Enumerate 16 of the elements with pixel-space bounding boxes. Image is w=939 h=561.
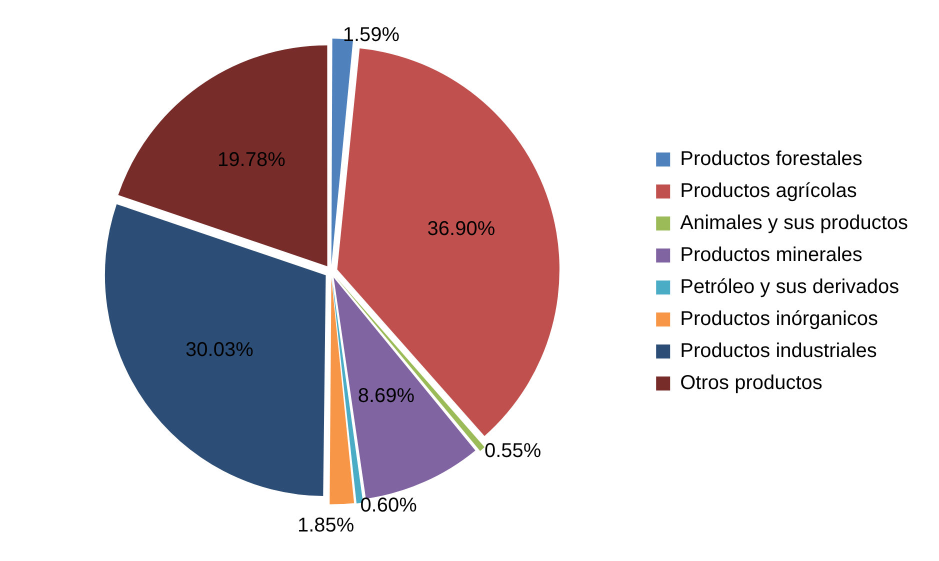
data-label: 36.90%: [427, 218, 496, 240]
data-label: 1.85%: [297, 514, 354, 536]
legend-label: Productos minerales: [680, 244, 862, 266]
data-label: 30.03%: [186, 338, 254, 361]
legend-label: Productos agrícolas: [680, 180, 857, 202]
data-label: 19.78%: [218, 148, 286, 171]
data-label: 0.55%: [484, 440, 542, 462]
legend-label: Otros productos: [680, 372, 822, 394]
legend-label: Animales y sus productos: [680, 212, 908, 234]
legend-label: Productos forestales: [680, 148, 862, 170]
data-label: 1.59%: [342, 24, 400, 46]
legend-label: Productos industriales: [680, 340, 877, 362]
data-label: 8.69%: [358, 385, 415, 408]
legend-label: Petróleo y sus derivados: [680, 276, 900, 298]
legend-label: Productos inórganicos: [680, 308, 878, 330]
data-label: 0.60%: [360, 494, 418, 517]
